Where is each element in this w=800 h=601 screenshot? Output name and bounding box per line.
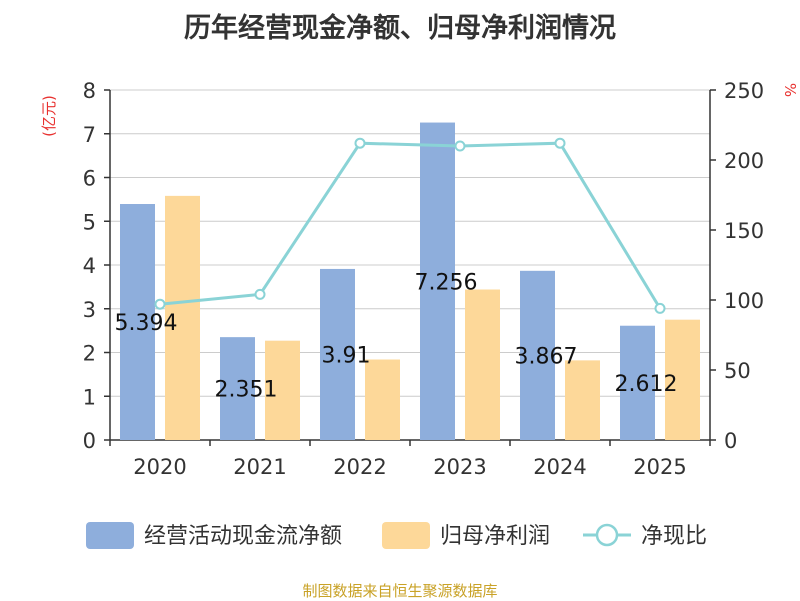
bar-cashflow [520,270,555,440]
y-right-tick-label: 100 [724,289,764,313]
x-tick-label: 2020 [133,455,186,479]
line-point [654,302,666,314]
x-tick-label: 2021 [233,455,286,479]
x-tick-label: 2023 [433,455,486,479]
x-tick-label: 2022 [333,455,386,479]
y-left-tick-label: 3 [83,298,96,322]
chart-title: 历年经营现金净额、归母净利润情况 [184,13,616,44]
bar-netprofit [665,319,700,440]
line-series-net-cash-ratio [159,141,662,310]
data-label: 3.867 [515,344,578,369]
bar-cashflow [320,268,355,440]
y-left-tick-label: 1 [83,385,96,409]
x-tick-label: 2025 [633,455,686,479]
line-point [354,137,366,149]
y-right-tick-label: 0 [724,429,737,453]
bar-cashflow [220,337,255,440]
y-left-tick-label: 8 [83,79,96,103]
bar-netprofit [465,289,500,440]
y-left-tick-label: 5 [83,210,96,234]
line-point [254,288,266,300]
x-tick-label: 2024 [533,455,586,479]
y-left-tick-label: 6 [83,167,96,191]
data-label: 3.91 [322,343,371,368]
bar-cashflow [420,122,455,441]
y-right-unit-label: % [781,83,799,97]
data-source-note: 制图数据来自恒生聚源数据库 [302,582,498,600]
y-left-tick-label: 0 [83,429,96,453]
bar-netprofit [165,195,200,440]
data-label: 7.256 [415,270,478,295]
bar-netprofit [265,340,300,440]
y-left-tick-label: 4 [83,254,96,278]
legend-label-ratio: 净现比 [641,524,707,549]
bar-netprofit [365,359,400,440]
y-left-tick-label: 2 [83,342,96,366]
data-label: 5.394 [115,311,178,336]
data-label: 2.351 [215,378,278,403]
y-right-tick-label: 50 [724,359,751,383]
legend-swatch-cashflow [86,522,134,549]
y-right-tick-label: 200 [724,149,764,173]
y-left-tick-label: 7 [83,123,96,147]
bar-cashflow [120,204,155,440]
y-left-unit-label: (亿元) [40,95,58,137]
y-right-tick-label: 150 [724,219,764,243]
line-point [554,137,566,149]
line-point [454,140,466,152]
legend-label-netprofit: 归母净利润 [440,524,550,549]
legend-label-cashflow: 经营活动现金流净额 [144,524,342,549]
legend-swatch-netprofit [382,522,430,549]
y-right-tick-label: 250 [724,79,764,103]
data-label: 2.612 [615,372,678,397]
bar-netprofit [565,360,600,440]
line-point [154,298,166,310]
legend-marker-ratio [595,523,619,547]
bar-cashflow [620,325,655,440]
